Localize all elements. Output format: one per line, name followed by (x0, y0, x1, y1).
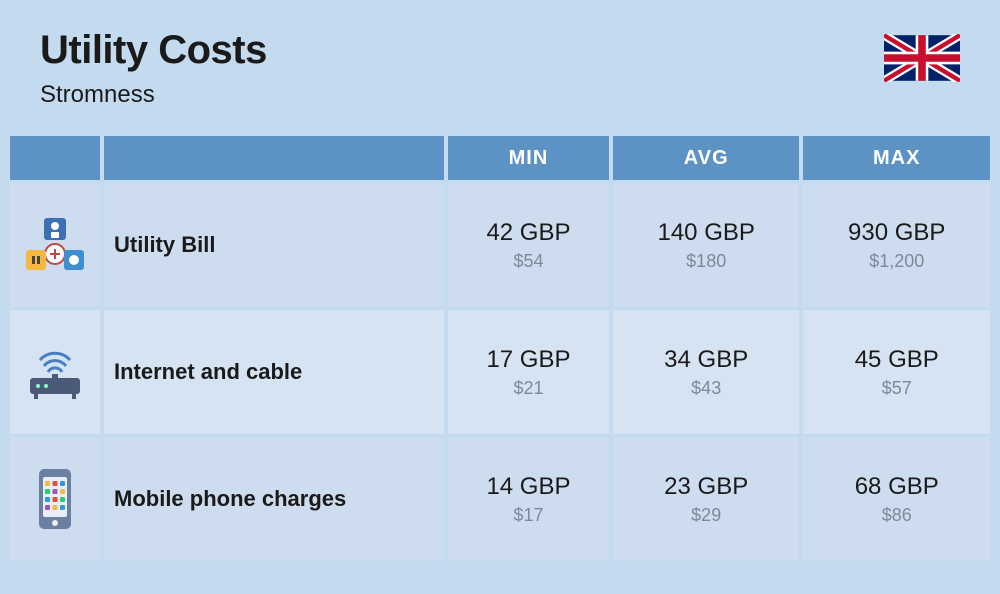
cell-min: 17 GBP $21 (448, 310, 609, 434)
header-min: MIN (448, 136, 609, 180)
cell-max: 930 GBP $1,200 (803, 183, 990, 307)
phone-icon (33, 467, 77, 531)
val-secondary: $43 (613, 378, 800, 399)
val-primary: 930 GBP (803, 219, 990, 247)
val-secondary: $17 (448, 505, 609, 526)
table-row: Utility Bill 42 GBP $54 140 GBP $180 930… (10, 183, 990, 307)
router-icon (24, 344, 86, 400)
val-primary: 42 GBP (448, 219, 609, 247)
table-header-row: MIN AVG MAX (10, 136, 990, 180)
cell-avg: 34 GBP $43 (613, 310, 800, 434)
val-secondary: $1,200 (803, 251, 990, 272)
val-secondary: $54 (448, 251, 609, 272)
utility-icon (24, 216, 86, 274)
val-primary: 14 GBP (448, 473, 609, 501)
val-primary: 140 GBP (613, 219, 800, 247)
header-max: MAX (803, 136, 990, 180)
row-label: Mobile phone charges (104, 437, 444, 561)
val-secondary: $180 (613, 251, 800, 272)
val-secondary: $86 (803, 505, 990, 526)
uk-flag-icon (884, 34, 960, 82)
val-secondary: $57 (803, 378, 990, 399)
val-secondary: $29 (613, 505, 800, 526)
header-label-col (104, 136, 444, 180)
row-icon-cell (10, 437, 100, 561)
val-primary: 45 GBP (803, 346, 990, 374)
costs-table: MIN AVG MAX (0, 133, 1000, 564)
val-secondary: $21 (448, 378, 609, 399)
header-avg: AVG (613, 136, 800, 180)
title-block: Utility Costs Stromness (40, 28, 267, 109)
row-label: Utility Bill (104, 183, 444, 307)
table-row: Internet and cable 17 GBP $21 34 GBP $43… (10, 310, 990, 434)
val-primary: 23 GBP (613, 473, 800, 501)
row-icon-cell (10, 310, 100, 434)
cell-min: 14 GBP $17 (448, 437, 609, 561)
val-primary: 17 GBP (448, 346, 609, 374)
header: Utility Costs Stromness (0, 0, 1000, 133)
table-row: Mobile phone charges 14 GBP $17 23 GBP $… (10, 437, 990, 561)
header-icon-col (10, 136, 100, 180)
cell-avg: 23 GBP $29 (613, 437, 800, 561)
val-primary: 68 GBP (803, 473, 990, 501)
row-label: Internet and cable (104, 310, 444, 434)
page-title: Utility Costs (40, 28, 267, 73)
val-primary: 34 GBP (613, 346, 800, 374)
cell-max: 68 GBP $86 (803, 437, 990, 561)
cell-min: 42 GBP $54 (448, 183, 609, 307)
row-icon-cell (10, 183, 100, 307)
page-subtitle: Stromness (40, 81, 267, 109)
cell-avg: 140 GBP $180 (613, 183, 800, 307)
cell-max: 45 GBP $57 (803, 310, 990, 434)
